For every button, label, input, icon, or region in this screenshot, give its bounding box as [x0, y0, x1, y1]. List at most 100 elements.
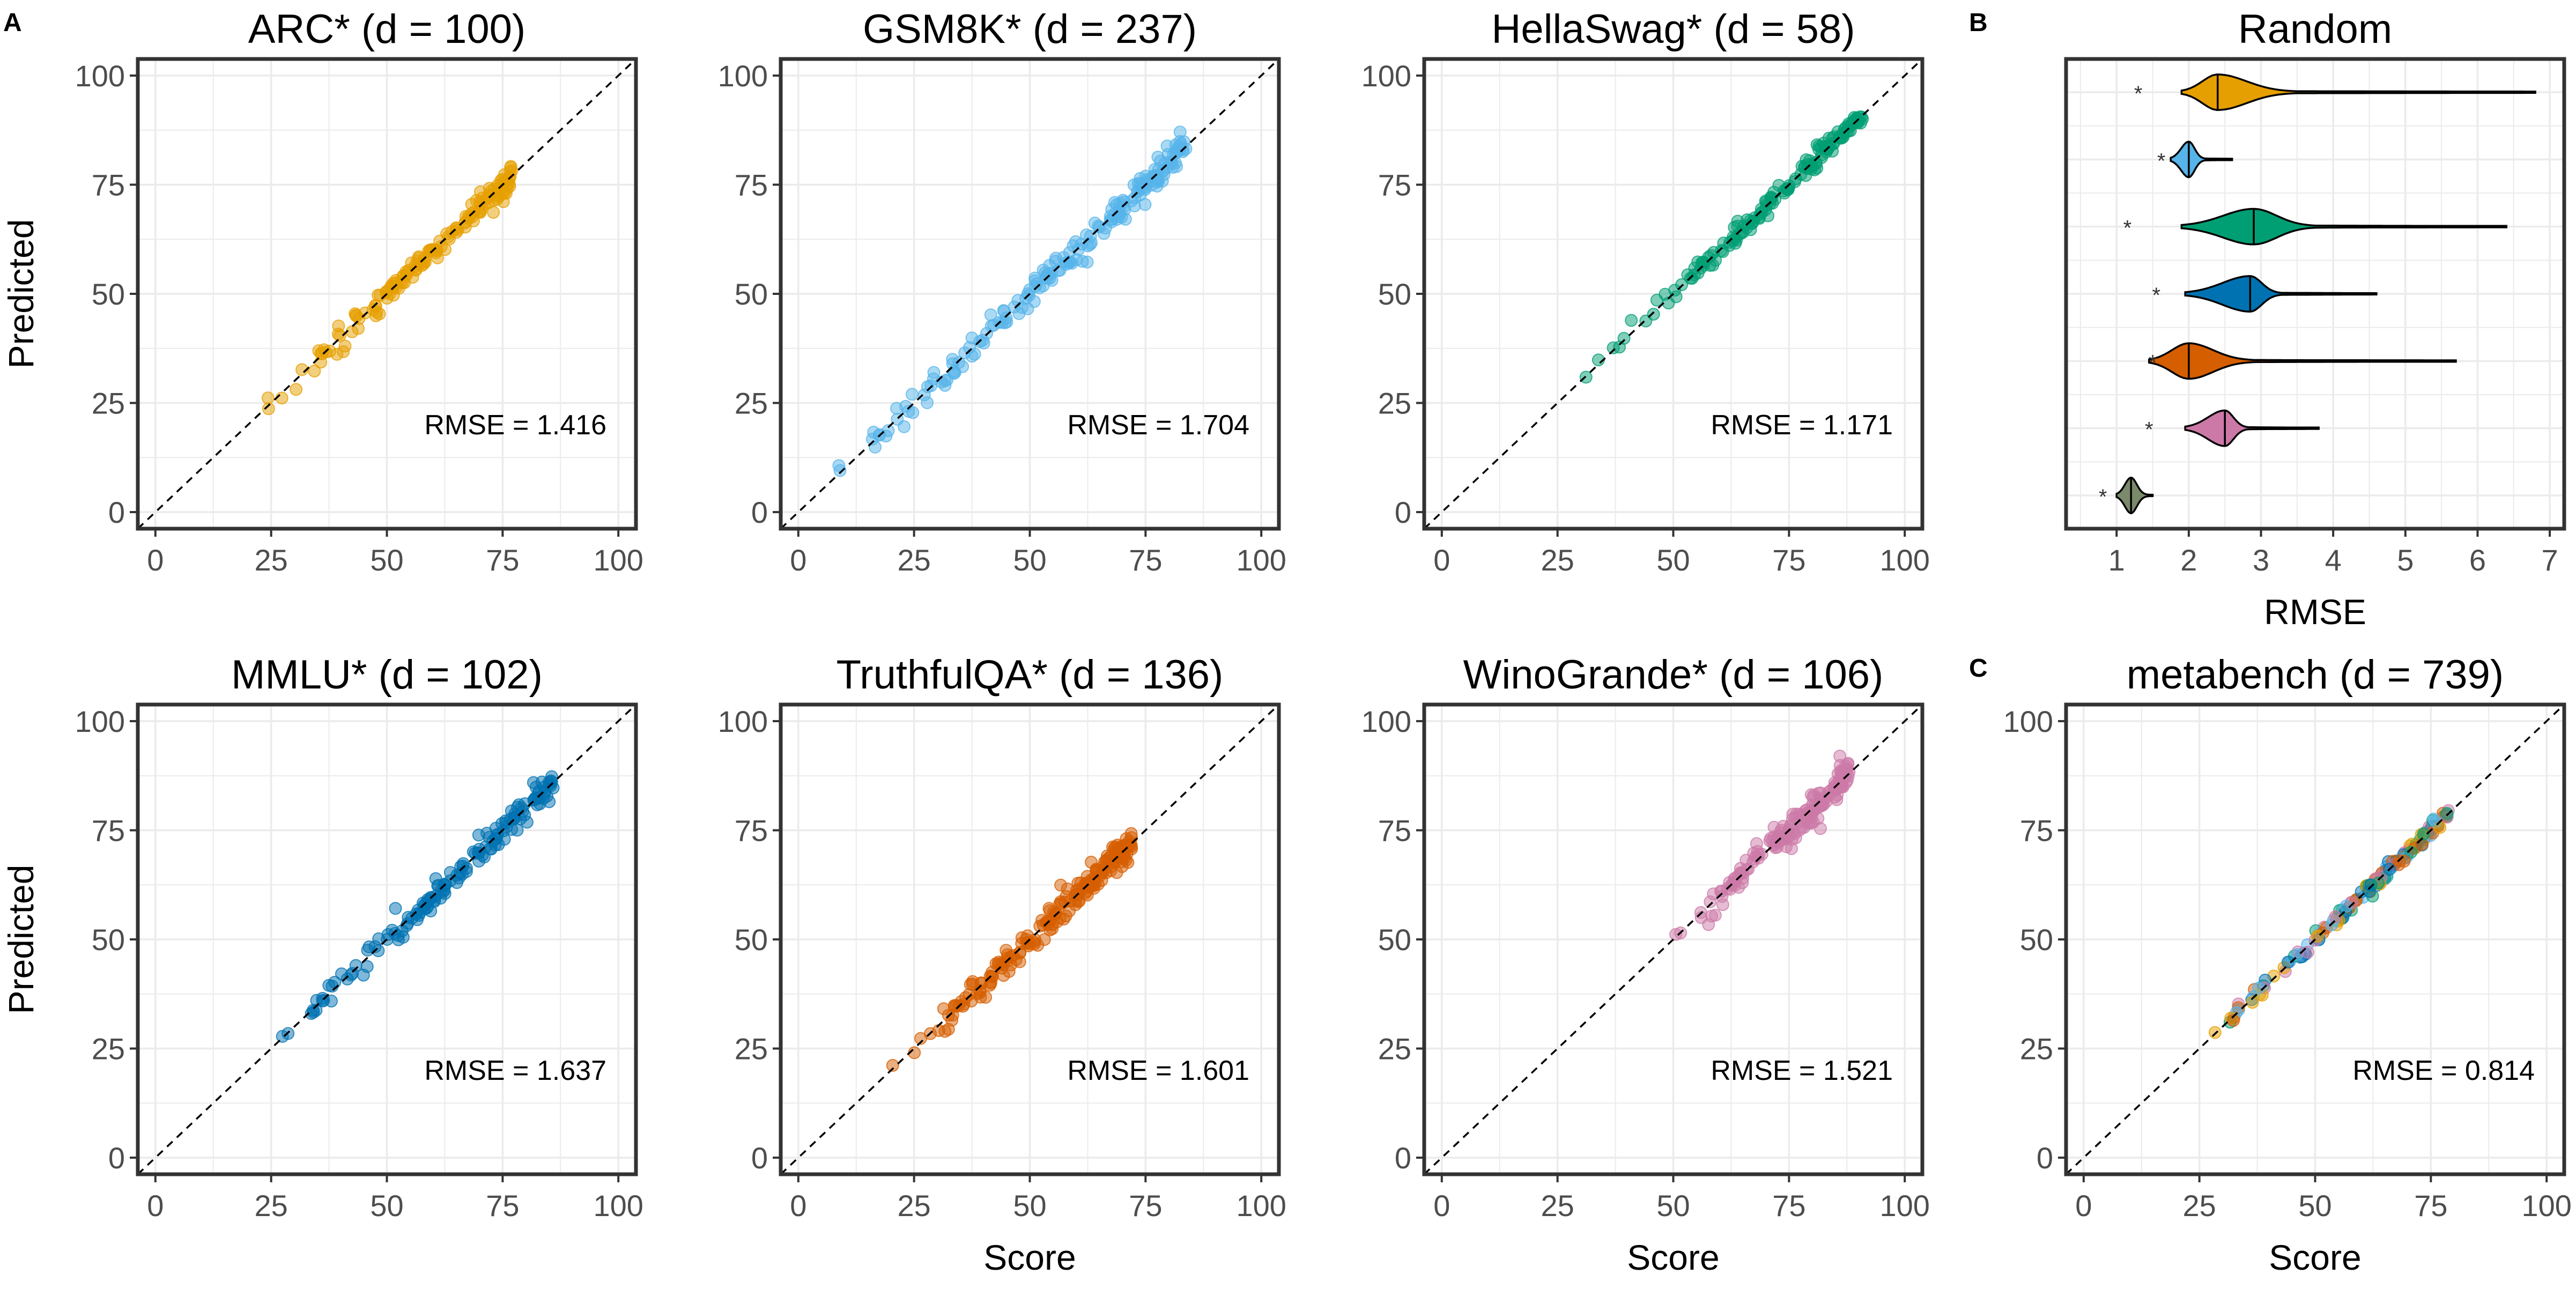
plot-frame — [779, 57, 1281, 531]
x-tick-label: 75 — [1772, 543, 1805, 577]
data-point — [1812, 787, 1825, 800]
data-point — [2440, 806, 2454, 820]
data-point — [1723, 235, 1736, 249]
data-point — [1834, 780, 1848, 794]
data-point — [1100, 853, 1113, 866]
y-tick-label: 50 — [1378, 277, 1411, 311]
data-point — [504, 160, 517, 173]
data-point — [1028, 274, 1042, 287]
y-tick-label: 75 — [1378, 813, 1411, 847]
data-point — [1766, 197, 1779, 210]
plot-frame — [136, 702, 638, 1176]
data-point — [1854, 116, 1867, 130]
y-tick-label: 75 — [1378, 168, 1411, 202]
identity-line — [781, 59, 1279, 529]
x-tick-label: 75 — [486, 543, 519, 577]
x-tick-label: 50 — [1656, 543, 1690, 577]
data-point — [1043, 923, 1057, 937]
data-point — [1755, 848, 1768, 861]
reference-star-marker: * — [2134, 82, 2143, 106]
data-point — [372, 932, 386, 945]
data-point — [968, 347, 981, 361]
data-point — [1069, 235, 1083, 248]
violin-shape — [2184, 275, 2378, 313]
chart-title: WinoGrande* (d = 106) — [1463, 652, 1884, 698]
data-point — [2340, 900, 2353, 913]
data-point — [1839, 759, 1852, 773]
x-tick-label: 50 — [1656, 1189, 1690, 1223]
data-point — [389, 902, 402, 915]
data-point — [390, 280, 403, 294]
data-point — [487, 205, 500, 219]
scatter-points — [261, 160, 519, 416]
data-point — [1045, 273, 1058, 287]
x-tick-label: 25 — [1541, 1189, 1574, 1223]
x-tick-label: 50 — [370, 543, 403, 577]
x-tick-label: 0 — [790, 1189, 806, 1223]
y-tick-label: 0 — [1395, 495, 1411, 529]
x-tick-label: 50 — [2298, 1189, 2331, 1223]
x-tick-label: 75 — [2414, 1189, 2447, 1223]
data-point — [1731, 214, 1744, 228]
x-tick-label: 0 — [147, 543, 164, 577]
grid — [781, 705, 1279, 1174]
plot-frame — [1422, 57, 1924, 531]
violin-shape — [2180, 73, 2536, 111]
y-tick-label: 0 — [108, 1141, 125, 1175]
x-tick-label: 25 — [255, 543, 288, 577]
data-point — [431, 251, 444, 264]
panel-mmlu: 00 25 25 50 50 75 75 100 100 MMLU* (d = 102) RMSE … — [1, 652, 643, 1223]
x-tick-label: 100 — [2521, 1189, 2571, 1223]
reference-star-marker: * — [2152, 284, 2161, 307]
panel-arc: 00 25 25 50 50 75 75 100 100 ARC* (d = 100) RMSE =… — [1, 6, 643, 577]
data-point — [976, 334, 989, 347]
x-tick-label: 100 — [1236, 1189, 1286, 1223]
data-point — [1000, 944, 1013, 957]
data-point — [1157, 164, 1170, 177]
chart-title: metabench (d = 739) — [2127, 652, 2504, 698]
data-point — [1138, 183, 1152, 196]
y-tick-label: 100 — [1361, 705, 1411, 738]
y-tick-label: 0 — [751, 1141, 768, 1175]
x-axis-label: RMSE — [2264, 592, 2366, 632]
plot-frame — [1422, 702, 1924, 1176]
x-tick-label: 25 — [255, 1189, 288, 1223]
plot-frame — [136, 57, 638, 531]
data-point — [307, 1005, 320, 1019]
y-tick-label: 25 — [1378, 1032, 1411, 1066]
y-tick-label: 0 — [108, 495, 125, 529]
reference-star-marker: * — [2157, 149, 2166, 173]
data-point — [997, 304, 1010, 317]
violin-shape — [2170, 140, 2233, 179]
data-point — [1681, 268, 1694, 281]
data-point — [331, 328, 345, 341]
x-tick-label: 75 — [1772, 1189, 1805, 1223]
data-point — [485, 842, 498, 856]
data-point — [2363, 885, 2376, 898]
data-point — [2329, 910, 2342, 923]
x-tick-label: 25 — [898, 543, 931, 577]
y-tick-label: 25 — [2020, 1032, 2053, 1066]
data-point — [350, 309, 363, 323]
x-tick-label: 0 — [790, 543, 806, 577]
data-point — [1084, 855, 1098, 869]
x-axis-label: Score — [983, 1238, 1076, 1277]
data-point — [1668, 284, 1682, 297]
data-point — [1750, 837, 1763, 850]
data-point — [952, 356, 966, 369]
data-point — [2372, 876, 2385, 890]
y-tick-label: 75 — [92, 168, 125, 202]
scatter-points — [1669, 750, 1856, 941]
data-point — [1650, 293, 1663, 307]
data-point — [1723, 876, 1736, 889]
data-point — [2227, 1014, 2240, 1027]
data-point — [472, 828, 485, 842]
data-point — [1063, 255, 1076, 269]
x-tick-label: 50 — [370, 1189, 403, 1223]
data-point — [1021, 936, 1035, 949]
x-tick-label: 0 — [1433, 543, 1450, 577]
data-point — [945, 1013, 959, 1027]
y-tick-label: 25 — [735, 387, 768, 420]
rmse-annotation: RMSE = 1.416 — [424, 410, 606, 441]
